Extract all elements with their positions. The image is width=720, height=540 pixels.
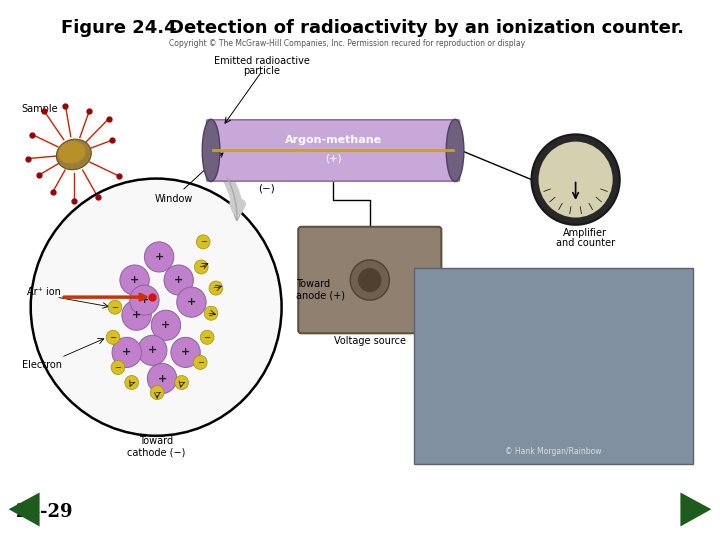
Text: (+): (+) xyxy=(325,153,341,164)
Circle shape xyxy=(145,242,174,272)
Circle shape xyxy=(148,363,176,394)
Text: −: − xyxy=(204,333,211,342)
Text: Ar⁺ ion: Ar⁺ ion xyxy=(27,287,60,297)
Text: and counter: and counter xyxy=(556,238,615,248)
Text: −: − xyxy=(128,378,135,387)
Ellipse shape xyxy=(350,260,390,300)
Circle shape xyxy=(150,386,164,400)
Text: Amplifier: Amplifier xyxy=(563,228,608,238)
Circle shape xyxy=(31,179,282,436)
Text: Sample: Sample xyxy=(21,104,58,114)
Text: +: + xyxy=(148,346,157,355)
FancyBboxPatch shape xyxy=(207,120,459,181)
Text: −: − xyxy=(109,333,117,342)
Text: +: + xyxy=(130,275,139,285)
Text: Figure 24.4: Figure 24.4 xyxy=(61,19,177,37)
Text: +: + xyxy=(174,275,184,285)
Ellipse shape xyxy=(446,119,464,181)
Text: +: + xyxy=(132,310,141,320)
Circle shape xyxy=(171,338,200,367)
Circle shape xyxy=(125,375,138,389)
Ellipse shape xyxy=(58,141,86,164)
Circle shape xyxy=(194,260,208,274)
Text: −: − xyxy=(112,303,119,312)
Circle shape xyxy=(151,310,181,340)
Circle shape xyxy=(197,235,210,249)
Ellipse shape xyxy=(539,141,613,218)
Circle shape xyxy=(122,300,151,330)
Circle shape xyxy=(112,338,141,367)
Circle shape xyxy=(209,281,222,295)
Circle shape xyxy=(176,287,206,317)
Circle shape xyxy=(111,360,125,374)
Ellipse shape xyxy=(531,134,620,225)
Text: particle: particle xyxy=(243,66,281,76)
Text: +: + xyxy=(181,347,190,357)
Text: Toward
cathode (−): Toward cathode (−) xyxy=(127,436,185,458)
Ellipse shape xyxy=(202,119,220,181)
Text: (−): (−) xyxy=(258,184,275,194)
Circle shape xyxy=(194,355,207,369)
Text: 24-29: 24-29 xyxy=(16,503,73,521)
Text: −: − xyxy=(207,309,215,318)
Text: +: + xyxy=(158,374,166,383)
Text: Voltage source: Voltage source xyxy=(334,336,406,346)
Text: Detection of radioactivity by an ionization counter.: Detection of radioactivity by an ionizat… xyxy=(169,19,684,37)
FancyBboxPatch shape xyxy=(414,268,693,464)
Circle shape xyxy=(120,265,149,295)
Text: −: − xyxy=(199,238,207,246)
Circle shape xyxy=(164,265,194,295)
Circle shape xyxy=(204,306,218,320)
Text: Argon-methane: Argon-methane xyxy=(284,136,382,145)
Text: Toward
anode (+): Toward anode (+) xyxy=(297,279,346,301)
Text: Copyright © The McGraw-Hill Companies, Inc. Permission recured for reproduction : Copyright © The McGraw-Hill Companies, I… xyxy=(169,39,526,48)
Ellipse shape xyxy=(358,268,382,292)
Text: −: − xyxy=(153,388,161,397)
Circle shape xyxy=(106,330,120,345)
Circle shape xyxy=(175,375,189,389)
Circle shape xyxy=(130,285,159,315)
FancyBboxPatch shape xyxy=(298,227,441,333)
Text: © Hank Morgan/Rainbow: © Hank Morgan/Rainbow xyxy=(505,447,602,456)
Text: +: + xyxy=(140,295,149,305)
Text: −: − xyxy=(197,358,204,367)
Text: +: + xyxy=(122,347,131,357)
Text: +: + xyxy=(155,252,163,262)
Text: Electron: Electron xyxy=(22,360,62,370)
Text: −: − xyxy=(198,262,204,272)
Circle shape xyxy=(138,335,167,366)
Text: +: + xyxy=(186,297,196,307)
Circle shape xyxy=(200,330,214,345)
Text: −: − xyxy=(114,363,122,372)
Text: −: − xyxy=(178,378,185,387)
Text: +: + xyxy=(161,320,171,330)
Text: Window: Window xyxy=(154,153,223,204)
Text: −: − xyxy=(212,284,220,293)
Ellipse shape xyxy=(56,139,91,170)
Text: Emitted radioactive: Emitted radioactive xyxy=(214,56,310,66)
Circle shape xyxy=(108,300,122,314)
